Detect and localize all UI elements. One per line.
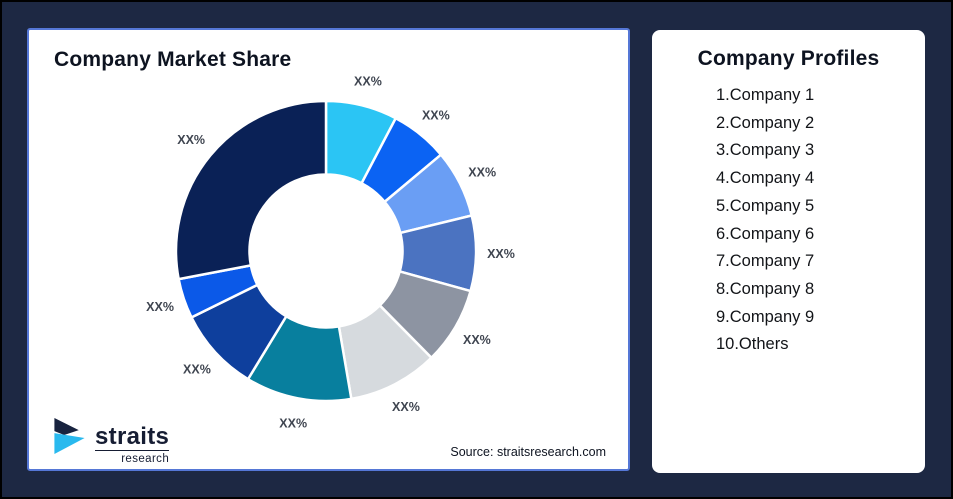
profile-list-item: 3.Company 3 <box>716 141 815 160</box>
straits-research-logo: straits research <box>50 418 170 465</box>
profile-list-item: 9.Company 9 <box>716 307 815 326</box>
donut-segment <box>174 99 328 281</box>
segment-label: XX% <box>422 108 450 122</box>
segment-label: XX% <box>146 300 174 314</box>
segment-label: XX% <box>392 400 420 414</box>
segment-label: XX% <box>487 247 515 261</box>
market-share-card: Company Market Share XX% XX% XX% XX% XX% XX% X… <box>27 28 630 471</box>
profile-list-item: 1.Company 1 <box>716 86 815 104</box>
logo-text: straits research <box>95 423 170 465</box>
chart-title: Company Market Share <box>54 48 292 71</box>
segment-label: XX% <box>177 133 205 147</box>
segment-label: XX% <box>468 166 496 180</box>
profile-list-item: 5.Company 5 <box>716 196 815 215</box>
logo-name: straits <box>95 423 170 451</box>
segment-label: XX% <box>354 75 382 89</box>
donut-chart: XX% XX% XX% XX% XX% XX% XX% XX% XX% XX% <box>146 75 515 431</box>
profile-list-item: 6.Company 6 <box>716 224 815 243</box>
profiles-title: Company Profiles <box>697 47 880 70</box>
profile-list-item: 4.Company 4 <box>716 169 815 188</box>
logo-subname: research <box>121 453 170 465</box>
segment-label: XX% <box>183 363 211 377</box>
segment-label: XX% <box>463 333 491 347</box>
profile-list-item: 7.Company 7 <box>716 252 815 271</box>
profile-list-item: 2.Company 2 <box>716 113 815 132</box>
profiles-list: 1.Company 1 2.Company 2 3.Company 3 4.Compa… <box>716 82 925 359</box>
segment-label: XX% <box>279 416 307 430</box>
company-profiles-card: Company Profiles 1.Company 1 2.Company 2 3… <box>652 30 925 473</box>
straits-logo-icon <box>54 418 85 455</box>
profile-list-item: 10.Others <box>716 335 789 354</box>
source-caption: Source: straitsresearch.com <box>450 445 606 459</box>
profile-list-item: 8.Company 8 <box>716 279 815 298</box>
